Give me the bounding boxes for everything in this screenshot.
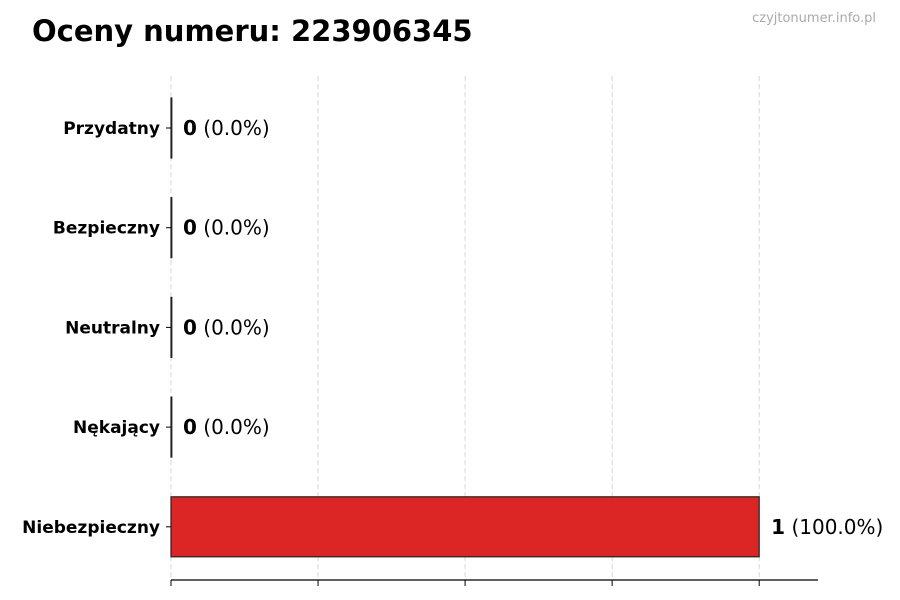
bar bbox=[170, 296, 173, 358]
data-label-count: 0 bbox=[183, 116, 197, 140]
data-label: 1 (100.0%) bbox=[771, 515, 883, 539]
y-tick-label: Nękający bbox=[73, 418, 160, 438]
data-label-count: 1 bbox=[771, 515, 785, 539]
data-label-count: 0 bbox=[183, 216, 197, 240]
data-label: 0 (0.0%) bbox=[183, 315, 270, 339]
data-label: 0 (0.0%) bbox=[183, 116, 270, 140]
data-label-percent: (0.0%) bbox=[197, 415, 270, 439]
y-tick-label: Bezpieczny bbox=[53, 219, 160, 239]
y-tick-label: Neutralny bbox=[65, 318, 160, 338]
data-label-percent: (0.0%) bbox=[197, 216, 270, 240]
y-tick-label: Przydatny bbox=[63, 119, 160, 139]
data-label-percent: (0.0%) bbox=[197, 116, 270, 140]
bars: 0 (0.0%)0 (0.0%)0 (0.0%)0 (0.0%)1 (100.0… bbox=[170, 97, 883, 558]
data-label-count: 0 bbox=[183, 315, 197, 339]
y-tick-label: Niebezpieczny bbox=[22, 518, 160, 538]
data-label: 0 (0.0%) bbox=[183, 216, 270, 240]
chart-title: Oceny numeru: 223906345 bbox=[32, 14, 473, 48]
bar bbox=[170, 396, 173, 458]
grid bbox=[170, 76, 760, 580]
data-label: 0 (0.0%) bbox=[183, 415, 270, 439]
data-label-percent: (0.0%) bbox=[197, 315, 270, 339]
data-label-percent: (100.0%) bbox=[785, 515, 883, 539]
watermark: czyjtonumer.info.pl bbox=[752, 11, 876, 26]
bar bbox=[170, 197, 173, 259]
bar bbox=[170, 496, 760, 558]
axes: Przydatny Bezpieczny Neutralny Nękający Nieb… bbox=[22, 119, 818, 586]
data-label-count: 0 bbox=[183, 415, 197, 439]
bar bbox=[170, 97, 173, 159]
